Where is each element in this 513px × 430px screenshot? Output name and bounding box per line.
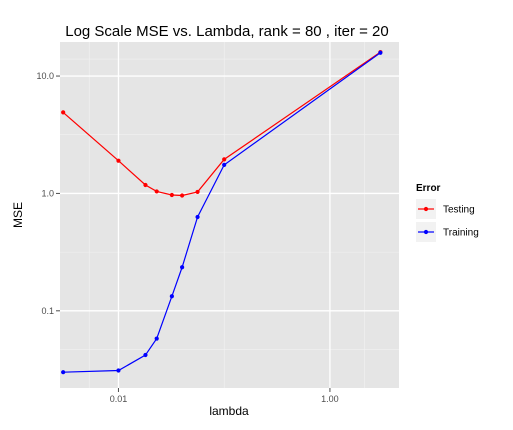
testing-data-point [116, 158, 121, 163]
training-data-point [195, 214, 200, 220]
training-data-point [143, 352, 148, 358]
grid [60, 42, 399, 388]
testing-data-point [195, 189, 200, 195]
training-data-point [169, 294, 174, 299]
legend-title: Error [416, 183, 441, 194]
series-layer [61, 49, 383, 375]
testing-data-point [180, 193, 185, 198]
training-legend-point [423, 229, 429, 235]
training-data-point [61, 370, 66, 375]
x-axis-title: lambda [209, 404, 249, 418]
training-data-point [116, 368, 121, 373]
training-data-point [154, 336, 159, 341]
testing-data-point [222, 157, 227, 162]
chart-title: Log Scale MSE vs. Lambda, rank = 80 , it… [65, 23, 389, 40]
testing-data-point [61, 110, 66, 115]
training-data-point [222, 162, 227, 167]
training-legend-label: Training [443, 228, 479, 239]
testing-legend-label: Testing [443, 205, 475, 216]
x-tick-label: 0.01 [110, 394, 128, 404]
y-axis-title: MSE [11, 202, 25, 228]
axes: 0.01 1.00 0.1 1.0 10.0 [36, 71, 338, 404]
testing-data-point [154, 189, 159, 194]
y-tick-label: 1.0 [41, 188, 54, 198]
testing-data-point [143, 182, 148, 188]
training-data-point [378, 50, 383, 55]
testing-data-point [169, 192, 174, 198]
x-tick-label: 1.00 [321, 394, 339, 404]
testing-legend-point [423, 206, 429, 212]
y-tick-label: 10.0 [36, 71, 54, 81]
y-tick-label: 0.1 [41, 306, 54, 316]
legend: Error Testing Training [416, 183, 479, 242]
plot-panel [60, 42, 399, 388]
training-data-point [180, 265, 185, 270]
